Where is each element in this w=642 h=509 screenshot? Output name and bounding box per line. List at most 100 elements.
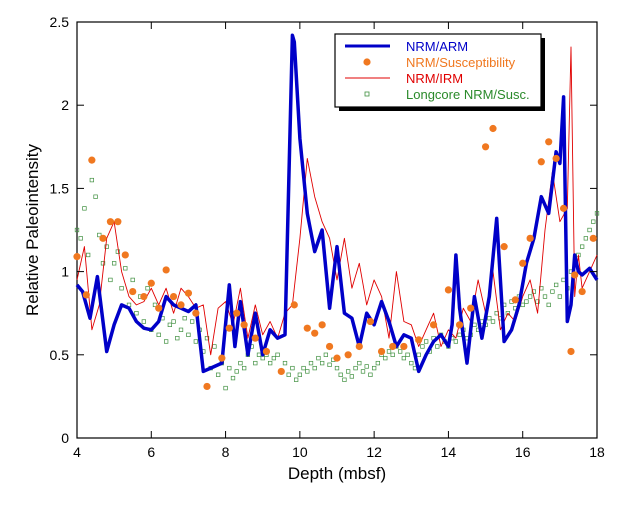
y-tick-label: 1 [61, 264, 69, 280]
data-point [545, 138, 553, 146]
y-tick-label: 0 [61, 430, 69, 446]
data-point [114, 218, 122, 226]
data-point [215, 372, 221, 377]
data-point [152, 302, 158, 308]
data-point [542, 294, 548, 299]
data-point [453, 339, 459, 344]
data-point [397, 349, 403, 354]
series-1 [73, 124, 597, 391]
data-point [535, 299, 540, 304]
data-point [552, 154, 560, 163]
data-point [99, 234, 107, 242]
data-point [178, 327, 184, 332]
data-point [74, 227, 80, 233]
data-point [481, 143, 490, 151]
data-point [334, 365, 340, 371]
data-point [578, 287, 586, 296]
x-tick-label: 18 [589, 444, 605, 460]
series-0 [75, 33, 599, 374]
legend-swatch [363, 58, 371, 66]
data-point [175, 336, 180, 341]
data-point [145, 286, 150, 291]
data-point [308, 360, 314, 366]
data-point [357, 360, 362, 366]
legend-label: NRM/IRM [406, 71, 463, 86]
data-point [167, 322, 173, 327]
legend-entry: NRM/Susceptibility [363, 55, 516, 70]
data-point [467, 304, 475, 312]
data-point [251, 334, 259, 342]
data-point [401, 355, 407, 361]
data-point [82, 291, 90, 299]
data-point [130, 277, 135, 283]
data-point [531, 289, 537, 294]
data-point [89, 177, 95, 183]
data-point [218, 354, 226, 362]
data-point [519, 259, 527, 267]
x-tick-label: 8 [222, 444, 230, 460]
data-point [189, 319, 195, 324]
data-point [182, 316, 187, 321]
data-point [390, 352, 395, 357]
x-tick-label: 6 [147, 444, 155, 460]
data-point [297, 372, 303, 377]
data-point [371, 365, 377, 371]
data-point [82, 206, 87, 211]
data-point [500, 243, 508, 251]
data-point [355, 342, 363, 351]
data-point [415, 336, 423, 344]
legend-entry: NRM/ARM [345, 39, 468, 54]
data-point [108, 277, 113, 283]
x-tick-label: 12 [366, 444, 382, 460]
data-point [115, 249, 121, 254]
data-point [311, 329, 319, 337]
data-point [349, 374, 355, 379]
data-point [546, 302, 551, 308]
y-axis-label: Relative Paleointensity [23, 144, 42, 316]
data-point [557, 294, 563, 299]
data-point [73, 253, 81, 261]
x-tick-label: 16 [515, 444, 531, 460]
x-tick-label: 4 [73, 444, 81, 460]
data-point [234, 369, 239, 374]
data-point [323, 352, 329, 357]
data-point [147, 279, 155, 287]
y-tick-label: 0.5 [50, 347, 70, 363]
data-point [78, 236, 83, 241]
data-point [238, 360, 243, 366]
data-point [319, 360, 325, 366]
data-point [119, 286, 124, 291]
data-point [550, 289, 555, 294]
data-point [455, 321, 464, 329]
data-point [553, 282, 559, 288]
data-point [505, 311, 511, 316]
data-point [256, 352, 262, 357]
data-point [240, 321, 248, 329]
data-point [85, 252, 91, 258]
data-point [457, 332, 462, 337]
data-point [121, 251, 129, 259]
data-point [156, 332, 161, 337]
data-point [275, 352, 280, 357]
series-layer [73, 33, 600, 391]
data-point [561, 277, 566, 283]
data-point [327, 362, 332, 367]
data-point [212, 344, 217, 349]
data-point [155, 304, 163, 312]
data-point [301, 365, 306, 371]
data-point [400, 342, 408, 351]
data-point [520, 302, 525, 308]
x-tick-label: 10 [292, 444, 308, 460]
data-point [293, 377, 299, 382]
data-point [345, 369, 351, 374]
data-point [204, 336, 210, 341]
legend-entry: Longcore NRM/Susc. [364, 87, 530, 102]
data-point [88, 156, 96, 164]
data-point [305, 369, 310, 374]
data-point [364, 364, 369, 369]
data-point [325, 342, 334, 351]
data-point [527, 294, 533, 299]
data-point [171, 319, 176, 324]
legend-label: NRM/Susceptibility [406, 55, 516, 70]
data-point [193, 339, 199, 344]
